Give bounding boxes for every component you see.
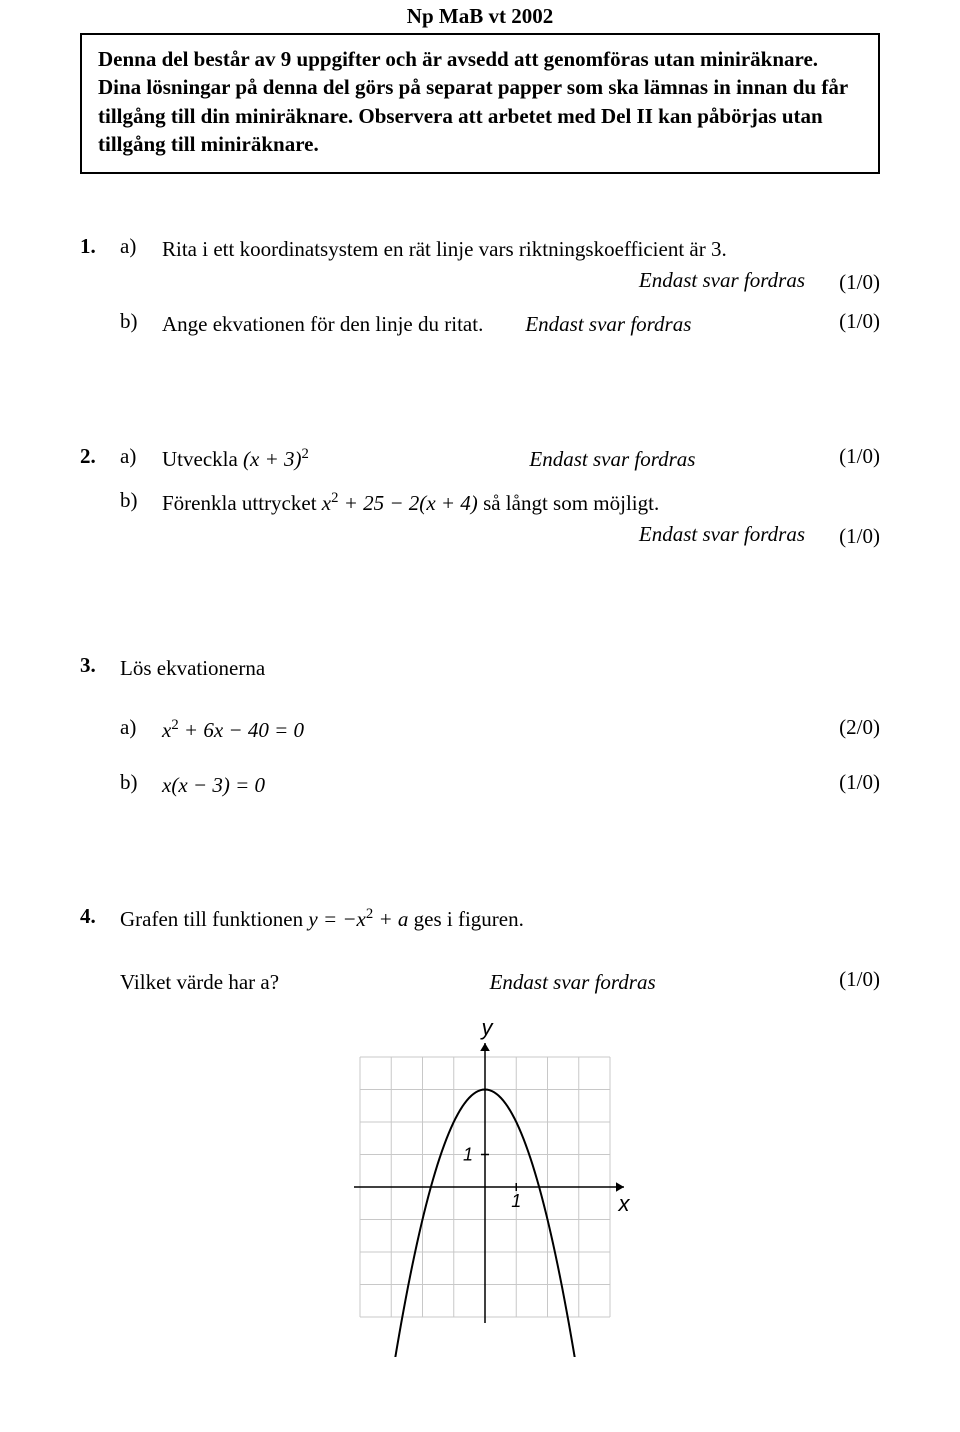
- q1a-text: Rita i ett koordinatsystem en rät linje …: [162, 234, 805, 295]
- q1-number: 1.: [80, 234, 120, 259]
- q1a-row: 1. a) Rita i ett koordinatsystem en rät …: [80, 234, 880, 295]
- q2b-text: Förenkla uttrycket x2 + 25 − 2(x + 4) så…: [162, 488, 805, 549]
- q2b-formula: x2 + 25 − 2(x + 4): [322, 491, 478, 515]
- q1b-score: (1/0): [805, 309, 880, 334]
- q2b-pre: Förenkla uttrycket: [162, 491, 322, 515]
- q4-row1: 4. Grafen till funktionen y = −x2 + a ge…: [80, 904, 880, 934]
- q3a-text: x2 + 6x − 40 = 0: [162, 715, 805, 745]
- q1a-score: (1/0): [805, 270, 880, 295]
- q4-number: 4.: [80, 904, 120, 929]
- q4-question: Vilket värde har a?: [120, 970, 279, 994]
- q2a-row: 2. a) Utveckla (x + 3)2 Endast svar ford…: [80, 444, 880, 474]
- svg-text:x: x: [618, 1191, 631, 1216]
- q3b-letter: b): [120, 770, 162, 795]
- svg-text:1: 1: [511, 1191, 521, 1211]
- q2a-text: Utveckla (x + 3)2 Endast svar fordras: [162, 444, 805, 474]
- q2-number: 2.: [80, 444, 120, 469]
- q3a-row: a) x2 + 6x − 40 = 0 (2/0): [80, 715, 880, 745]
- q2b-row: b) Förenkla uttrycket x2 + 25 − 2(x + 4)…: [80, 488, 880, 549]
- info-box: Denna del består av 9 uppgifter och är a…: [80, 33, 880, 174]
- q2b-post: så långt som möjligt.: [478, 491, 659, 515]
- q3-title-row: 3. Lös ekvationerna: [80, 653, 880, 683]
- q4-line2: Vilket värde har a? Endast svar fordras: [120, 967, 805, 997]
- q1b-text: Ange ekvationen för den linje du ritat. …: [162, 309, 805, 339]
- q2a-base: (x + 3): [243, 447, 301, 471]
- q3b-score: (1/0): [805, 770, 880, 795]
- q3b-text: x(x − 3) = 0: [162, 770, 805, 800]
- q3-title: Lös ekvationerna: [120, 653, 880, 683]
- q2a-formula: (x + 3)2: [243, 447, 309, 471]
- q4-only-answer: Endast svar fordras: [490, 970, 656, 994]
- q3a-letter: a): [120, 715, 162, 740]
- q4-pre: Grafen till funktionen: [120, 907, 308, 931]
- q3a-score: (2/0): [805, 715, 880, 740]
- parabola-chart: 1 1 x y: [310, 1017, 650, 1357]
- svg-text:1: 1: [463, 1145, 473, 1165]
- q4-formula: y = −x2 + a: [308, 907, 408, 931]
- page-header: Np MaB vt 2002: [80, 0, 880, 31]
- q1b-main: Ange ekvationen för den linje du ritat.: [162, 312, 483, 336]
- q4-text: Grafen till funktionen y = −x2 + a ges i…: [120, 904, 880, 934]
- q3b-row: b) x(x − 3) = 0 (1/0): [80, 770, 880, 800]
- q3-number: 3.: [80, 653, 120, 678]
- q2a-power: 2: [302, 446, 309, 462]
- q1b-only-answer: Endast svar fordras: [525, 312, 691, 336]
- q2b-letter: b): [120, 488, 162, 513]
- q4-post: ges i figuren.: [408, 907, 523, 931]
- q3a-formula: x2 + 6x − 40 = 0: [162, 718, 304, 742]
- q2a-score: (1/0): [805, 444, 880, 469]
- q2a-letter: a): [120, 444, 162, 469]
- q2a-only-answer: Endast svar fordras: [529, 447, 695, 471]
- q4-row2: Vilket värde har a? Endast svar fordras …: [80, 967, 880, 997]
- q4-score: (1/0): [805, 967, 880, 992]
- q2a-pre: Utveckla: [162, 447, 243, 471]
- q2b-only-answer: Endast svar fordras: [162, 519, 805, 549]
- q3b-formula: x(x − 3) = 0: [162, 773, 265, 797]
- q1b-letter: b): [120, 309, 162, 334]
- q2b-score: (1/0): [805, 524, 880, 549]
- q1b-row: b) Ange ekvationen för den linje du rita…: [80, 309, 880, 339]
- svg-text:y: y: [480, 1017, 495, 1040]
- q1a-main: Rita i ett koordinatsystem en rät linje …: [162, 237, 727, 261]
- q1a-only-answer: Endast svar fordras: [162, 265, 805, 295]
- q1a-letter: a): [120, 234, 162, 259]
